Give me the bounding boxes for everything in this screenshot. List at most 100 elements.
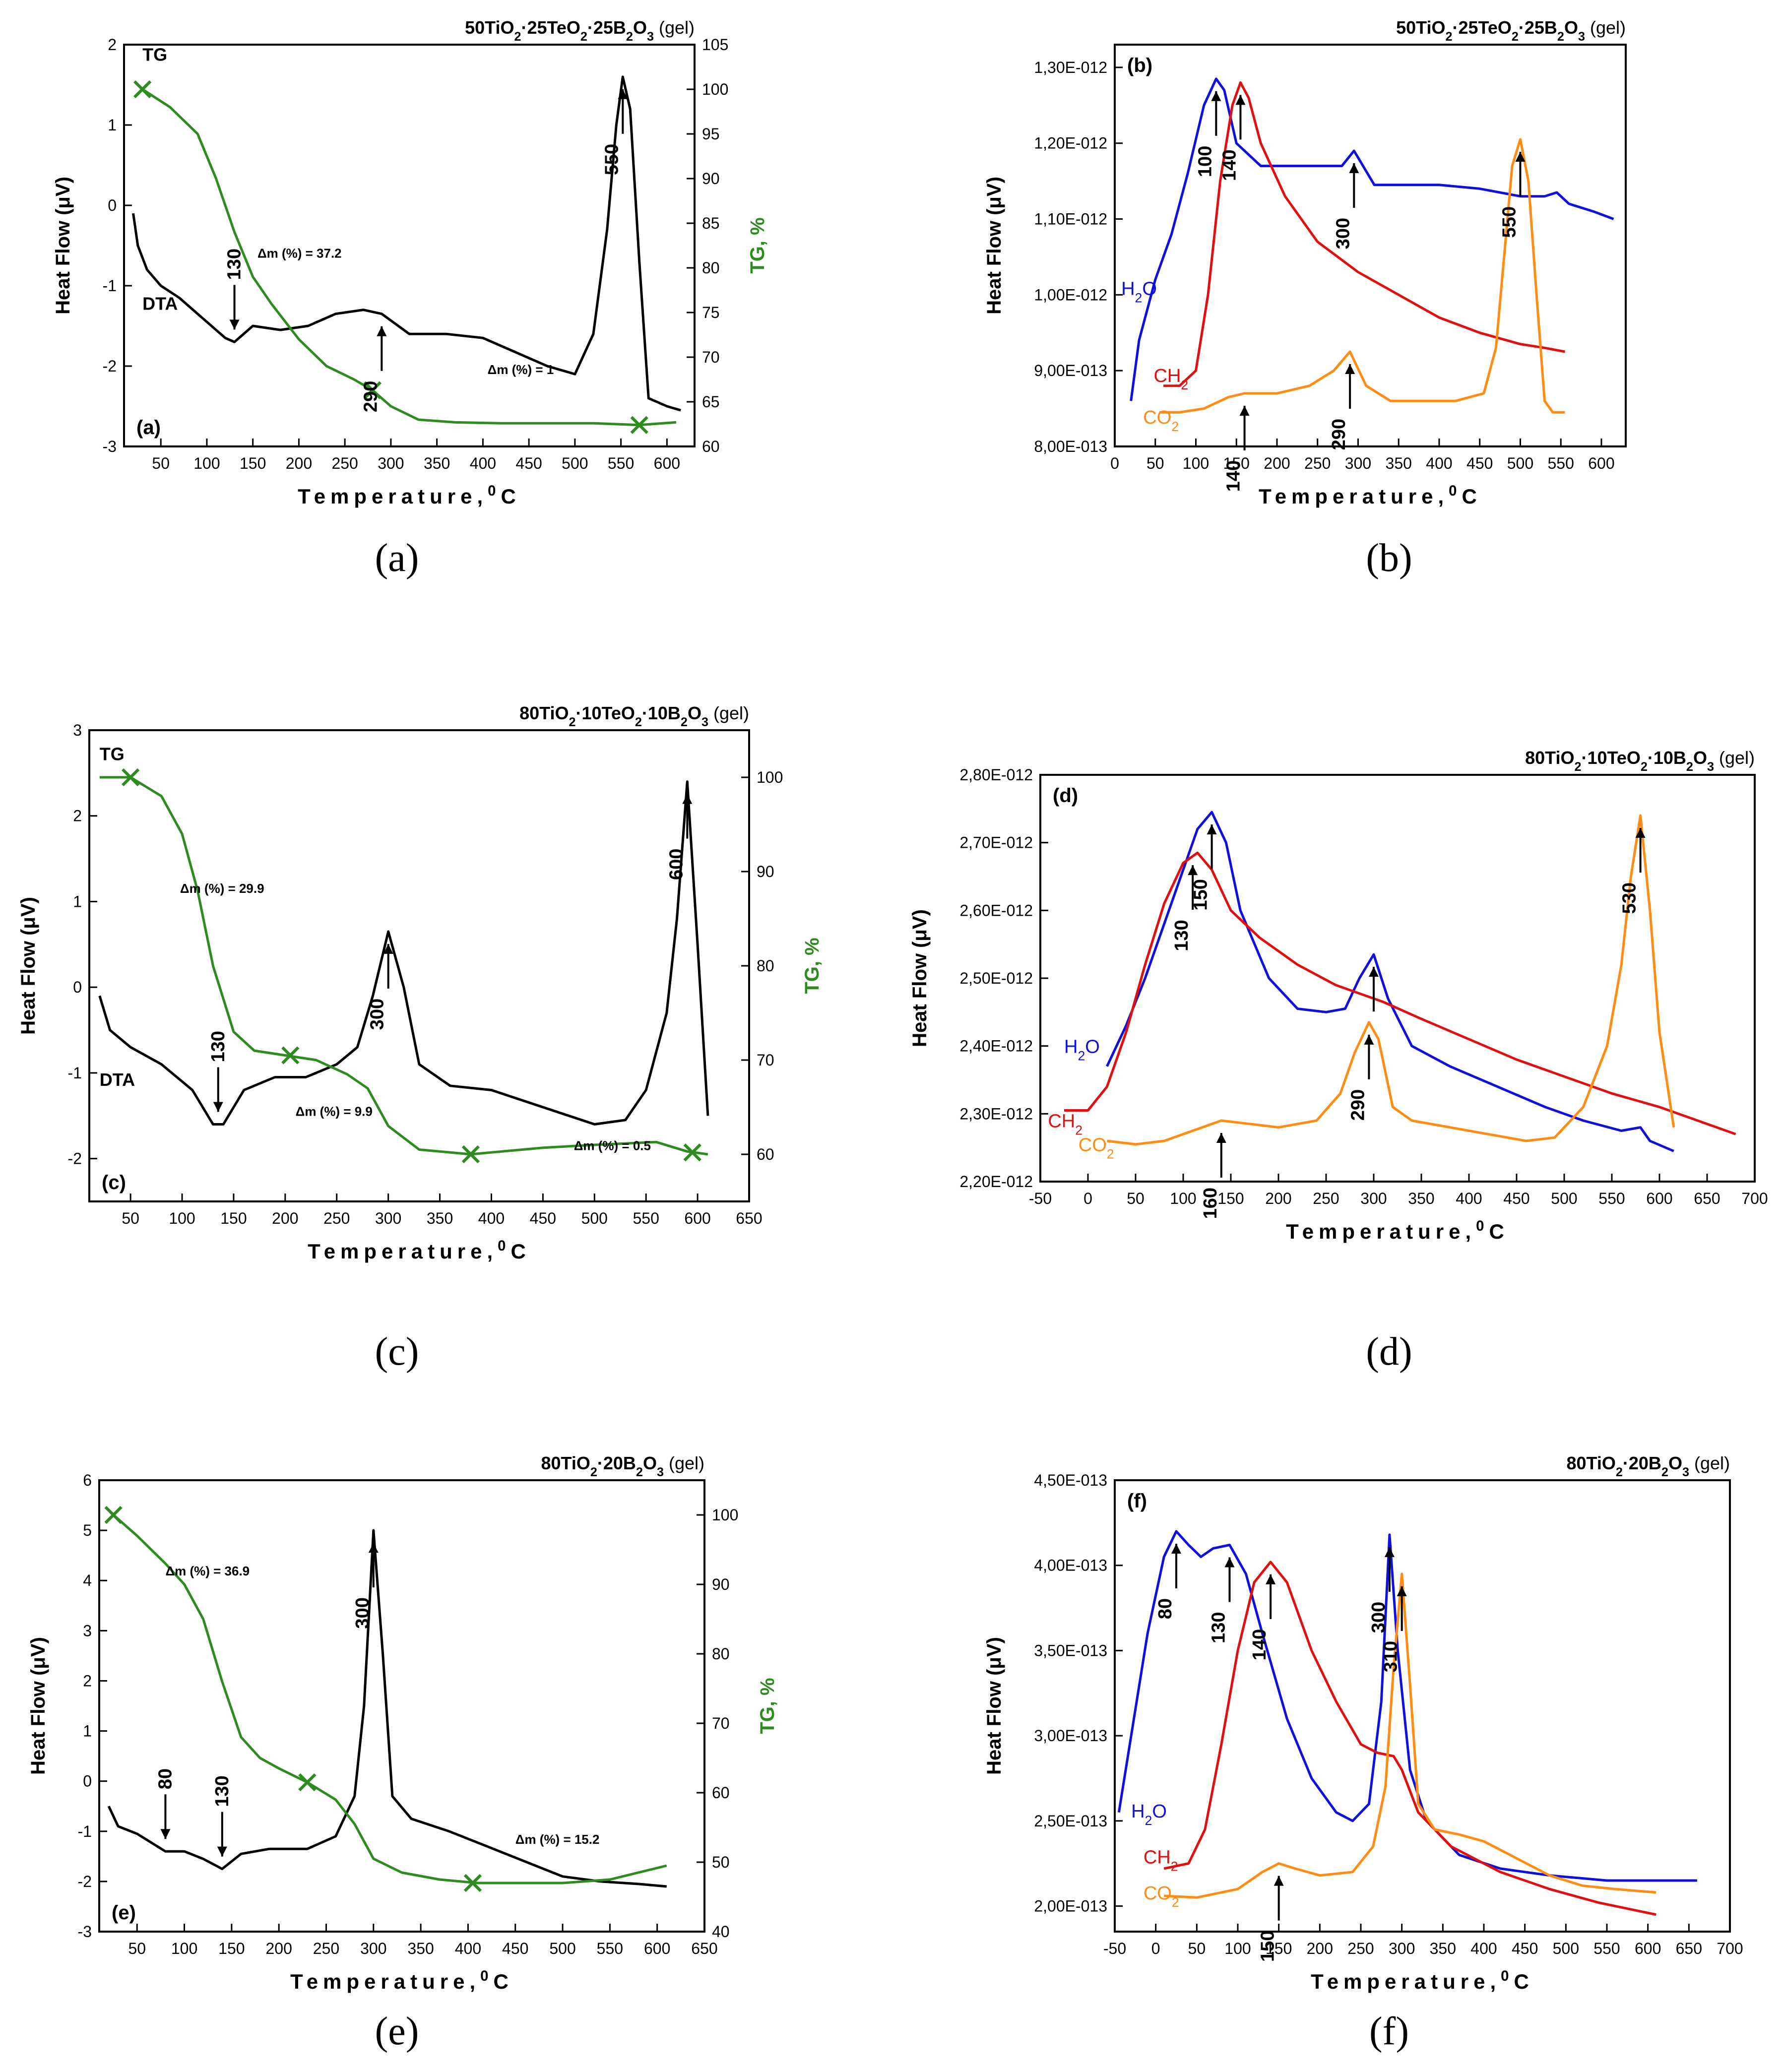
x-axis-label: Temperature,0C [1311, 1968, 1534, 1994]
peak-arrowhead [383, 943, 393, 954]
caption-f: (f) [1369, 2009, 1409, 2053]
x-tick-label: 300 [1389, 1940, 1415, 1957]
title-part: ·10TeO [576, 703, 635, 723]
series-label-main: CO [1143, 407, 1171, 428]
x-tick-label: 200 [272, 1209, 298, 1227]
title-part: 2 [1641, 760, 1648, 774]
peak-arrowhead [1211, 91, 1221, 101]
y2-tick-label: 40 [712, 1923, 730, 1941]
x-tick-label: 250 [1347, 1940, 1374, 1957]
x-tick-label: 650 [1694, 1190, 1720, 1207]
peak-label: 100 [1195, 146, 1215, 177]
x-tick-label: 100 [171, 1940, 197, 1957]
x-tick-label: 450 [1466, 454, 1493, 472]
peak-arrowhead [1364, 1034, 1374, 1045]
title-part: 2 [636, 1465, 643, 1479]
x-axis-label: Temperature,0C [1286, 1218, 1509, 1244]
series-label-h2o: H2O [1121, 278, 1157, 305]
y-axis-label: Heat Flow (μV) [27, 1637, 49, 1775]
mass-loss-label: Δm (%) = 36.9 [165, 1564, 250, 1578]
title-part: 2 [1557, 30, 1564, 44]
y-tick-label: 2,50E-013 [1034, 1812, 1107, 1830]
y-tick-label: -2 [103, 357, 117, 375]
x-tick-label: 650 [736, 1209, 762, 1227]
series-line-ch2 [1163, 81, 1565, 387]
series-line-dta [98, 780, 709, 1126]
title-part: 2 [580, 30, 587, 44]
series-label-main: H [1121, 278, 1135, 299]
x-tick-label: 300 [1345, 454, 1371, 472]
series-label-main: CO [1144, 1883, 1172, 1904]
x-axis-label-sup: 0 [480, 1968, 493, 1984]
series-label-ch2: CH2 [1153, 366, 1188, 392]
peak-arrowhead [1369, 967, 1379, 977]
series-label-main: CH [1048, 1111, 1075, 1132]
title-part: 2 [1574, 760, 1581, 774]
peak-label: 160 [1200, 1188, 1221, 1219]
y-tick-label: -1 [78, 1822, 92, 1840]
peak-arrowhead [229, 319, 240, 330]
peak-arrowhead [1188, 865, 1198, 876]
y2-tick-label: 90 [712, 1575, 730, 1593]
chart-panel-f: -50 0 50 100 150 200 250 300 350 400 450 500 550 600 6… [983, 1453, 1743, 1994]
x-tick-label: 500 [562, 454, 588, 472]
x-axis-label-unit: C [1489, 1220, 1509, 1243]
x-tick-label: 650 [691, 1940, 717, 1957]
x-tick-label: 650 [1676, 1940, 1702, 1957]
tg-marker [122, 768, 140, 787]
peak-label: 530 [1619, 882, 1640, 914]
chart-title: 80TiO2·10TeO2·10B2O3 (gel) [519, 703, 749, 729]
x-tick-label: 50 [122, 1209, 139, 1227]
y-tick-label: 1 [108, 116, 117, 134]
title-part: 80TiO [1525, 748, 1574, 768]
series-line-ch2 [1163, 1561, 1656, 1916]
series-label-ch2: CH2 [1048, 1111, 1083, 1138]
x-tick-label: 700 [1717, 1940, 1743, 1957]
series-line-tg [112, 1514, 667, 1884]
series-label-sub: 2 [1075, 1123, 1083, 1138]
y-tick-label: -3 [78, 1923, 92, 1941]
x-tick-label: 500 [549, 1940, 575, 1957]
series-label-co2: CO2 [1143, 407, 1179, 434]
x-tick-label: 350 [424, 454, 450, 472]
series-line-co2 [1164, 1572, 1656, 1899]
x-tick-label: 550 [597, 1940, 623, 1957]
y-tick-label: -2 [68, 1150, 82, 1168]
mass-loss-label: Δm (%) = 37.2 [257, 246, 342, 260]
x-axis-label: Temperature,0C [298, 483, 521, 508]
x-tick-label: 350 [1386, 454, 1412, 472]
curve-name-label: TG [142, 44, 167, 64]
x-tick-label: 50 [152, 454, 170, 472]
x-tick-label: 400 [1426, 454, 1452, 472]
caption-b: (b) [1366, 536, 1412, 580]
mass-loss-label: Δm (%) = 15.2 [515, 1832, 600, 1847]
x-axis-label-sup: 0 [488, 483, 501, 499]
x-tick-label: 700 [1741, 1190, 1768, 1207]
title-part: 2 [1512, 30, 1519, 44]
y2-tick-label: 90 [757, 863, 774, 880]
x-tick-label: 50 [1127, 1190, 1145, 1207]
mass-loss-label: Δm (%) = 1 [488, 362, 554, 377]
title-part: ·25B [1519, 17, 1557, 38]
x-axis-label-text: Temperature, [1259, 485, 1449, 508]
peak-label: 300 [1333, 218, 1353, 249]
peak-label: 300 [1368, 1602, 1389, 1633]
chart-title-formula: 50TiO2·25TeO2·25B2O3 [465, 17, 654, 44]
peak-label: 130 [224, 249, 245, 280]
x-tick-label: 450 [1512, 1940, 1538, 1957]
x-tick-label: 500 [1553, 1940, 1579, 1957]
curve-name-label: DTA [142, 294, 178, 314]
y-tick-label: 4,50E-013 [1034, 1471, 1107, 1489]
y-axis-label: Heat Flow (μV) [52, 177, 74, 314]
title-part: 80TiO [541, 1453, 590, 1473]
x-tick-label: 150 [220, 1209, 247, 1227]
y-tick-label: 1 [73, 892, 82, 910]
peak-label: 80 [155, 1768, 176, 1789]
x-axis-label: Temperature,0C [308, 1238, 531, 1263]
y2-tick-label: 80 [702, 259, 720, 277]
peak-label: 130 [212, 1775, 233, 1807]
y-tick-label: -3 [103, 438, 117, 455]
peak-label: 150 [1191, 879, 1211, 910]
plot-frame [98, 1479, 705, 1933]
y-tick-label: 0 [73, 978, 82, 996]
